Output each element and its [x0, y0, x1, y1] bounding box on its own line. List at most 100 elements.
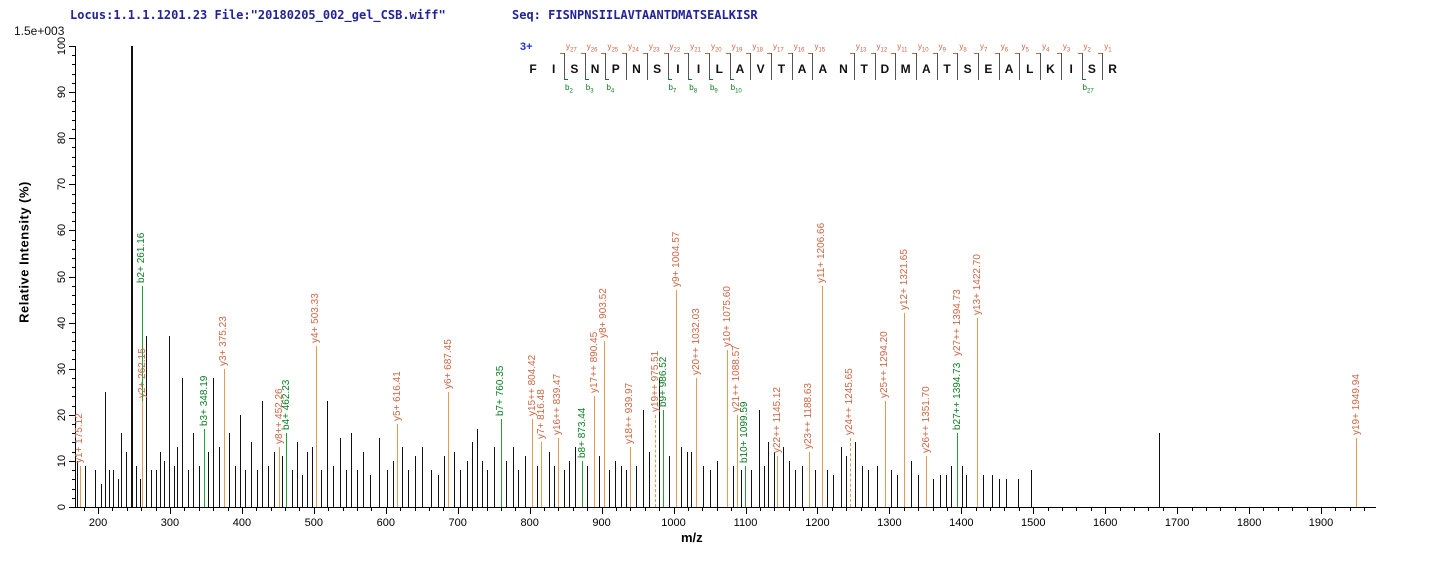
annotated-peak	[315, 345, 317, 507]
b-ion-label: b10	[730, 83, 742, 95]
x-major-tick	[889, 508, 891, 514]
x-minor-tick	[486, 508, 488, 511]
y-ion-label: y26	[586, 42, 598, 54]
x-minor-tick	[946, 508, 948, 511]
b-ion-label: b8	[689, 83, 698, 95]
cleavage-mark	[895, 53, 897, 80]
y-ion-label: y18	[752, 42, 764, 54]
background-peak	[160, 451, 162, 507]
background-peak	[827, 470, 829, 507]
background-peak	[991, 474, 993, 507]
x-minor-tick	[774, 508, 776, 511]
y-ion-label: y22	[669, 42, 681, 54]
y-minor-tick	[72, 497, 75, 499]
sequence-residue: N	[590, 62, 600, 76]
sequence-residue: A	[797, 62, 807, 76]
y-minor-tick	[72, 405, 75, 407]
background-peak	[177, 447, 179, 507]
b-ion-mark	[605, 79, 610, 80]
x-minor-tick	[687, 508, 689, 511]
background-peak	[125, 451, 127, 507]
peak-annotation-label: y10+ 1075.60	[721, 286, 733, 348]
y-tick-label: 30	[56, 362, 68, 375]
annotated-peak	[744, 465, 746, 507]
peak-annotation-label: y24++ 1245.65	[844, 368, 856, 435]
x-minor-tick	[1292, 508, 1294, 511]
background-peak	[783, 447, 785, 507]
y-ion-label: y15	[814, 42, 826, 54]
peak-annotation-label: y19+ 1949.94	[1350, 373, 1362, 435]
background-peak	[574, 447, 576, 507]
peak-annotation-label: y7+ 816.48	[535, 389, 547, 440]
background-peak	[758, 410, 760, 507]
background-peak	[296, 442, 298, 507]
background-peak	[291, 470, 293, 507]
annotated-peak	[532, 419, 534, 507]
y-minor-tick	[72, 424, 75, 426]
x-minor-tick	[357, 508, 358, 511]
background-peak	[168, 336, 170, 507]
background-peak	[814, 470, 816, 507]
y-minor-tick	[72, 128, 75, 130]
y-ion-mark	[1036, 53, 1041, 54]
cleavage-mark	[812, 53, 814, 80]
x-minor-tick	[515, 508, 517, 511]
y-ion-mark	[870, 53, 875, 54]
y-ion-mark	[953, 53, 958, 54]
background-peak	[273, 451, 275, 507]
x-tick-label: 400	[232, 517, 252, 529]
background-peak	[635, 465, 637, 507]
y-minor-tick	[72, 258, 75, 260]
background-peak	[345, 470, 347, 507]
annotated-peak	[541, 442, 543, 507]
peak-annotation-label: y3+ 375.23	[218, 315, 230, 366]
y-ion-label: y13	[855, 42, 867, 54]
x-minor-tick	[342, 508, 344, 511]
spectrum-plot-area[interactable]: y1+ 175.12 b2+ 261.16 y2+ 262.15 b3+ 348.19…	[74, 46, 1375, 507]
x-minor-tick	[831, 508, 833, 511]
background-peak	[256, 470, 258, 507]
peak-annotation-label: y20++ 1032.03	[690, 308, 702, 375]
x-minor-tick	[1133, 508, 1135, 511]
background-peak	[393, 460, 395, 507]
peak-annotation-label: b9+ 986.52	[657, 356, 669, 408]
x-minor-tick	[184, 508, 186, 511]
x-minor-tick	[443, 508, 445, 511]
peak-annotation-label: b8+ 873.44	[576, 407, 588, 458]
x-minor-tick	[788, 508, 790, 511]
y-ion-mark	[622, 53, 627, 54]
y-minor-tick	[72, 479, 75, 481]
sequence-residue: L	[715, 62, 723, 76]
background-peak	[239, 414, 241, 507]
b-ion-label: b9	[709, 83, 718, 95]
peak-annotation-label: b10+ 1099.59	[739, 401, 751, 463]
background-peak	[109, 470, 111, 507]
annotated-peak	[500, 419, 502, 507]
x-minor-tick	[975, 508, 977, 511]
annotated-peak	[926, 456, 928, 507]
background-peak	[430, 470, 432, 507]
x-minor-tick	[644, 508, 646, 511]
y-major-tick	[69, 368, 75, 370]
b-ion-mark	[667, 79, 672, 80]
y-minor-tick	[72, 451, 75, 453]
background-peak	[649, 451, 651, 507]
y-ion-label: y10	[917, 42, 929, 54]
peak-annotation-label: y11+ 1206.66	[816, 222, 828, 283]
y-major-tick	[69, 92, 75, 94]
x-tick-label: 1700	[1164, 517, 1190, 529]
background-peak	[691, 451, 693, 507]
sequence-residue: S	[653, 62, 662, 76]
background-peak	[932, 479, 934, 507]
y-minor-tick	[72, 442, 75, 444]
background-peak	[321, 470, 323, 507]
y-minor-tick	[72, 193, 75, 195]
y-ion-label: y9	[938, 42, 946, 54]
background-peak	[709, 470, 711, 507]
b-ion-mark	[564, 79, 569, 80]
y-minor-tick	[72, 239, 75, 241]
cleavage-mark	[584, 53, 586, 80]
annotated-peak-dashed	[849, 437, 851, 507]
background-peak	[487, 470, 489, 507]
y-major-tick	[69, 507, 75, 508]
